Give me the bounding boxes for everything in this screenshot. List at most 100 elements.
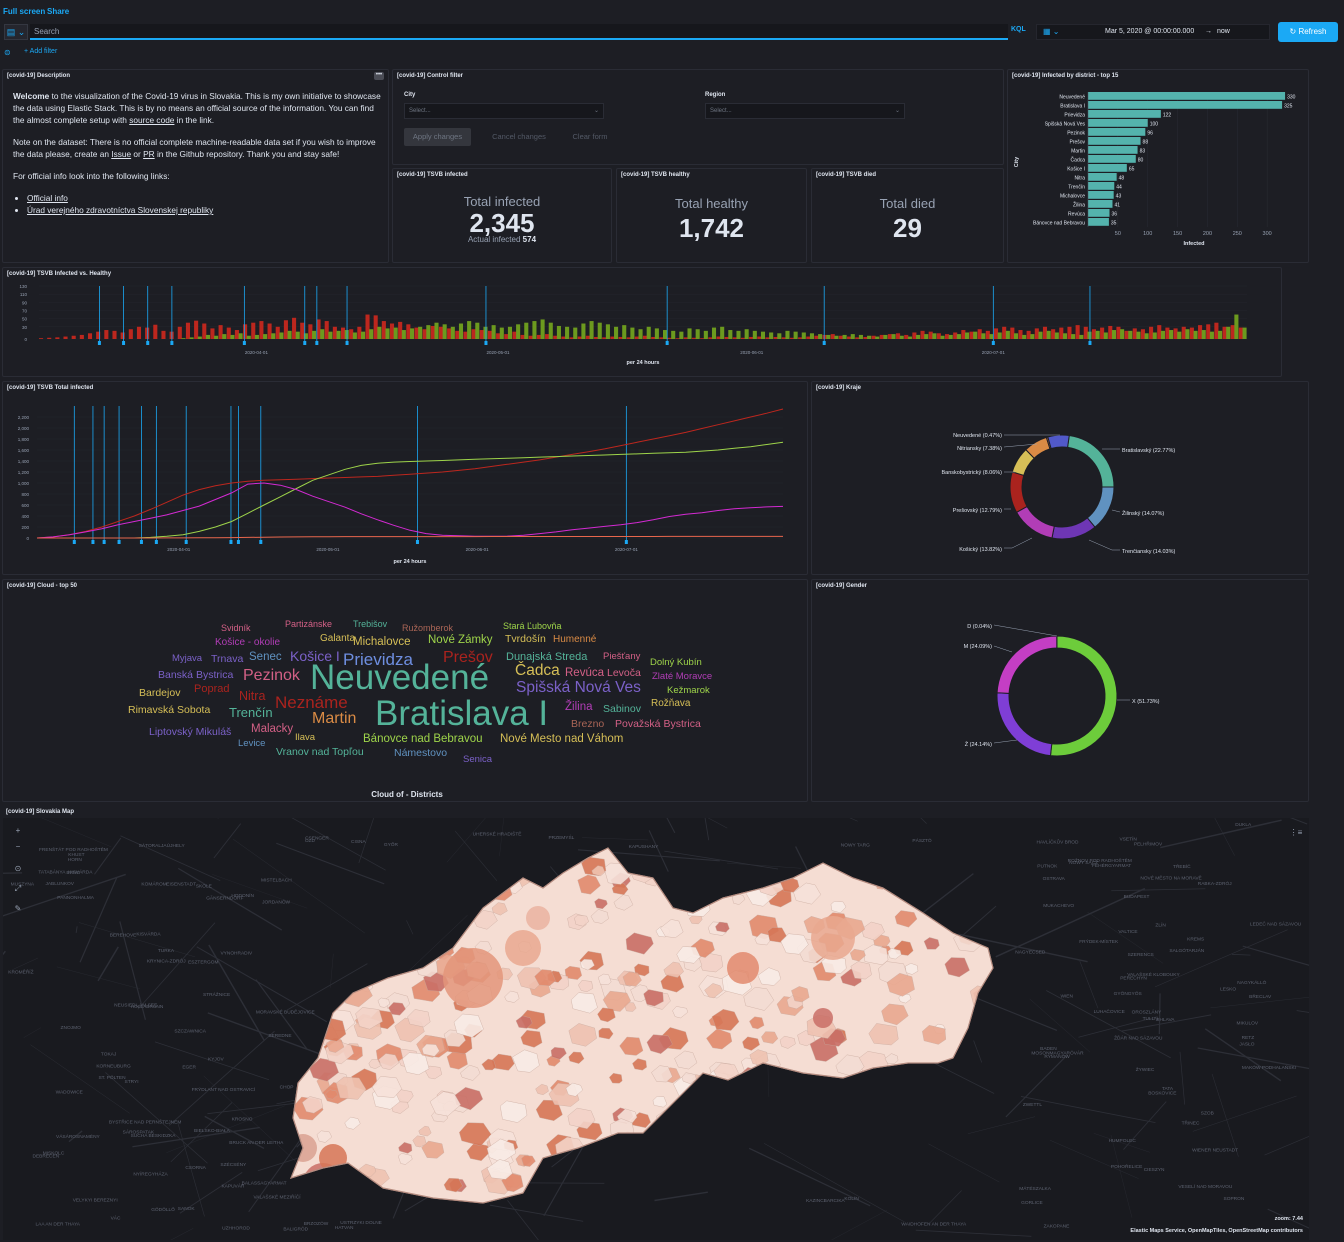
bar[interactable] [1181,326,1186,339]
bar[interactable] [769,332,774,339]
bar[interactable] [1088,128,1146,136]
donut-slice[interactable] [996,635,1058,694]
bar[interactable] [907,336,912,339]
cloud-word[interactable]: Levoča [607,667,641,679]
donut-slice[interactable] [1009,471,1028,513]
cloud-word[interactable]: Ružomberok [402,623,454,633]
bar[interactable] [1152,332,1157,339]
panel-options-icon[interactable]: ••• [374,72,384,80]
district-polygon[interactable] [733,1077,754,1094]
bar[interactable] [1226,326,1231,339]
district-polygon[interactable] [937,1115,965,1137]
bar[interactable] [450,326,455,339]
district-polygon[interactable] [609,1072,623,1084]
bar[interactable] [646,326,651,339]
bar[interactable] [1157,325,1162,339]
district-polygon[interactable] [666,1173,680,1185]
district-polygon[interactable] [597,973,612,986]
bar[interactable] [185,322,190,339]
district-polygon[interactable] [887,948,902,960]
district-polygon[interactable] [568,1023,597,1047]
bar[interactable] [985,330,990,339]
cloud-word[interactable]: Levice [238,738,266,749]
bar[interactable] [426,325,431,339]
bar[interactable] [389,323,395,339]
bar[interactable] [1088,137,1141,145]
district-polygon[interactable] [771,1098,795,1118]
district-polygon[interactable] [674,1050,698,1070]
bar[interactable] [55,337,60,339]
bar[interactable] [393,327,398,339]
cloud-word[interactable]: Pezinok [243,667,300,684]
district-polygon[interactable] [959,852,980,869]
bar[interactable] [540,319,545,339]
district-polygon[interactable] [791,986,810,1003]
bar[interactable] [626,337,631,339]
draw-icon[interactable]: ✎ [14,904,22,913]
bar[interactable] [1100,327,1105,339]
issue-link[interactable]: Issue [111,149,132,159]
district-polygon[interactable] [307,905,327,921]
bar[interactable] [189,337,194,339]
donut-slice[interactable] [1051,517,1096,540]
district-polygon[interactable] [958,896,984,916]
bar[interactable] [226,327,231,339]
bar[interactable] [940,335,945,339]
district-polygon[interactable] [917,895,942,915]
district-polygon[interactable] [808,1160,824,1174]
district-polygon[interactable] [793,882,822,905]
bar[interactable] [953,332,958,339]
cloud-word[interactable]: Piešťany [603,651,641,662]
district-polygon[interactable] [512,855,530,869]
bar[interactable] [414,327,419,339]
bar[interactable] [883,334,888,339]
district-polygon[interactable] [316,1130,333,1143]
district-polygon[interactable] [663,961,684,978]
district-polygon[interactable] [847,1161,865,1175]
district-polygon[interactable] [948,1060,962,1071]
district-polygon[interactable] [793,1129,823,1152]
district-polygon[interactable] [585,1162,599,1174]
district-polygon[interactable] [908,1146,925,1160]
bar[interactable] [194,320,199,339]
bar[interactable] [373,315,378,339]
bar[interactable] [1042,326,1048,339]
district-polygon[interactable] [711,1009,740,1031]
bar[interactable] [855,337,860,339]
bar[interactable] [1128,330,1133,339]
district-polygon[interactable] [858,1051,889,1075]
district-polygon[interactable] [491,902,508,916]
bar[interactable] [760,331,766,339]
bar[interactable] [336,330,341,339]
district-polygon[interactable] [865,1112,882,1126]
bar[interactable] [1088,209,1110,217]
bar[interactable] [605,324,610,339]
bar[interactable] [1108,325,1113,339]
bar[interactable] [1234,314,1239,339]
district-polygon[interactable] [529,852,559,879]
district-polygon[interactable] [613,894,634,911]
bar[interactable] [945,334,950,339]
donut-slice[interactable] [1049,635,1118,757]
annotation-marker[interactable] [665,341,669,345]
hot-district[interactable] [303,1163,343,1203]
cloud-word[interactable]: Nitra [239,689,266,703]
district-polygon[interactable] [418,1125,432,1137]
district-polygon[interactable] [852,1070,882,1093]
bar[interactable] [1013,333,1019,339]
layers-icon[interactable]: ⋮≡ [1289,828,1303,837]
district-polygon[interactable] [905,963,919,975]
bar[interactable] [1218,330,1223,339]
bar[interactable] [691,337,697,339]
bar[interactable] [622,325,627,339]
bar[interactable] [524,322,529,339]
district-polygon[interactable] [568,1051,585,1064]
district-polygon[interactable] [354,907,371,920]
bar[interactable] [1198,325,1203,339]
bar[interactable] [275,326,280,339]
bar[interactable] [683,337,688,339]
cloud-word[interactable]: Zlaté Moravce [652,671,713,682]
district-polygon[interactable] [868,1023,899,1046]
district-polygon[interactable] [830,901,847,914]
bar[interactable] [1059,327,1064,339]
